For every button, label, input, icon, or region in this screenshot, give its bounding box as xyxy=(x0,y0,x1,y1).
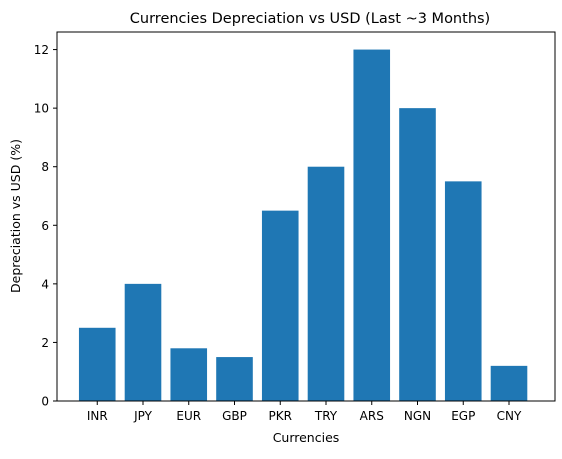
y-tick-label-10: 10 xyxy=(34,102,49,116)
bar-cny xyxy=(490,365,528,401)
bar-ars xyxy=(353,49,391,401)
x-tick-label-eur: EUR xyxy=(176,409,201,423)
plot-frame xyxy=(56,31,556,402)
y-axis: 0 2 4 6 8 10 12 xyxy=(34,43,57,409)
chart-title: Currencies Depreciation vs USD (Last ~3 … xyxy=(130,11,490,27)
y-axis-label: Depreciation vs USD (%) xyxy=(8,139,23,293)
x-axis-label: Currencies xyxy=(273,430,340,445)
y-tick-label-4: 4 xyxy=(41,277,49,291)
y-tick-label-6: 6 xyxy=(41,219,49,233)
x-tick-label-try: TRY xyxy=(314,409,338,423)
bar-gbp xyxy=(216,357,253,401)
x-axis: INR JPY EUR GBP PKR TRY ARS NGN EGP CNY xyxy=(87,401,522,423)
y-tick-label-12: 12 xyxy=(34,43,49,57)
y-tick-label-8: 8 xyxy=(41,160,49,174)
bar-jpy xyxy=(124,283,162,401)
bar-egp xyxy=(444,181,482,401)
bars-group xyxy=(78,49,528,401)
y-tick-label-2: 2 xyxy=(41,336,49,350)
x-tick-label-ngn: NGN xyxy=(404,409,431,423)
x-tick-label-jpy: JPY xyxy=(133,409,153,423)
y-tick-label-0: 0 xyxy=(41,395,49,409)
bar-try xyxy=(307,166,345,401)
bar-eur xyxy=(170,348,208,401)
x-tick-label-pkr: PKR xyxy=(269,409,292,423)
bar-inr xyxy=(78,327,116,401)
x-tick-label-inr: INR xyxy=(87,409,108,423)
x-tick-label-cny: CNY xyxy=(497,409,522,423)
x-tick-label-egp: EGP xyxy=(451,409,475,423)
x-tick-label-ars: ARS xyxy=(360,409,384,423)
bar-pkr xyxy=(261,210,299,401)
x-tick-label-gbp: GBP xyxy=(222,409,247,423)
bar-ngn xyxy=(399,108,436,401)
